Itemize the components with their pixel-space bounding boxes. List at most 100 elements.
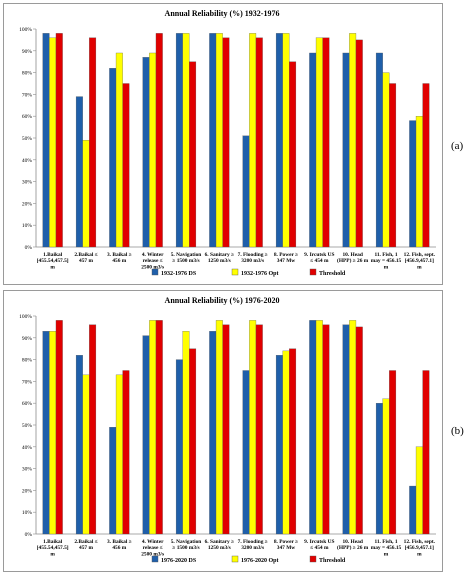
bar-1932-1976-ds-2 (75, 96, 83, 248)
bar-1932-1976-ds-4 (142, 57, 150, 248)
x-tick-label-line: 5. Navigation (171, 252, 202, 258)
panel-label-a: (a) (451, 140, 464, 152)
bar-1976-2020-ds-7 (242, 370, 250, 535)
x-tick-label-line: 347 Mw (277, 258, 296, 264)
chart-title: Annual Reliability (%) 1976-2020 (165, 296, 280, 305)
bar-1976-2020-opt-11 (382, 398, 390, 535)
bar-1976-2020-opt-9 (315, 320, 323, 535)
x-tick-label-line: m (417, 551, 422, 557)
x-tick-label-line: 6. Sanitary ≥ (205, 539, 235, 545)
x-tick-label-line: 1250 m3/s (208, 545, 231, 551)
bar-threshold-7 (255, 324, 263, 535)
y-tick-label: 40% (22, 445, 33, 451)
panel-label-b: (b) (451, 425, 464, 437)
bar-threshold-5 (189, 348, 197, 535)
x-tick-label: 5. Navigation ≥ 1500 m3/s (171, 252, 202, 264)
y-tick-label: 10% (22, 223, 33, 229)
x-tick-label-line: ≥ 1500 m3/s (172, 258, 199, 264)
bar-1932-1976-opt-11 (382, 72, 390, 248)
bar-1976-2020-opt-7 (249, 320, 257, 535)
x-tick-label-line: 5. Navigation (171, 539, 202, 545)
x-tick-label-line: 12. Fish, sept. (404, 252, 436, 258)
legend-swatch-2 (231, 268, 239, 276)
legend-label: 1976-2020 DS (161, 558, 197, 564)
x-tick-label-line: 3. Baikal ≥ (107, 252, 132, 258)
x-tick-label-line: 3200 m3/s (241, 258, 264, 264)
x-tick-label-line: 11. Fish, 1 (374, 252, 397, 258)
bar-1976-2020-ds-8 (275, 355, 283, 535)
x-tick-label-line: 8. Power ≥ (274, 252, 298, 258)
x-tick-label: 2.Baikal ≤457 m (74, 539, 97, 551)
bar-1932-1976-opt-7 (249, 33, 257, 248)
y-tick-label: 70% (22, 92, 33, 98)
y-tick-label: 40% (22, 158, 33, 164)
bar-1976-2020-ds-3 (109, 427, 117, 535)
bar-1976-2020-ds-9 (309, 320, 317, 535)
y-tick-label: 80% (22, 71, 33, 77)
x-tick-label-line: 1.Baikal (43, 539, 63, 545)
bar-threshold-9 (322, 324, 330, 535)
bar-threshold-8 (289, 61, 297, 248)
bar-1932-1976-ds-8 (275, 33, 283, 248)
legend-swatch-1 (151, 268, 159, 276)
x-tick-label-line: 3200 m3/s (241, 545, 264, 551)
y-tick-label: 50% (22, 136, 33, 142)
bar-1976-2020-opt-6 (215, 320, 223, 535)
x-tick-label-line: 7. Flooding ≥ (238, 252, 268, 258)
bar-1932-1976-ds-9 (309, 52, 317, 248)
bar-1976-2020-ds-12 (409, 485, 417, 535)
bar-threshold-5 (189, 61, 197, 248)
bar-1932-1976-opt-9 (315, 37, 323, 248)
bar-1932-1976-opt-2 (82, 140, 90, 248)
x-tick-label-line: 2500 m3/s (141, 264, 164, 270)
y-tick-label: 60% (22, 114, 33, 120)
x-tick-label-line: m (50, 551, 55, 557)
x-tick-label-line: (HPP) ≥ 26 m (337, 544, 369, 551)
y-tick-label: 10% (22, 510, 33, 516)
bar-threshold-11 (389, 83, 397, 248)
bar-threshold-3 (122, 83, 130, 248)
bar-threshold-12 (422, 83, 430, 248)
bar-threshold-2 (89, 37, 97, 248)
y-tick-label: 20% (22, 201, 33, 207)
chart-panel-b: Annual Reliability (%) 1976-2020 0% 10% 20%… (3, 290, 443, 572)
bar-1976-2020-opt-8 (282, 350, 290, 535)
x-tick-label-line: m (384, 551, 389, 557)
bar-1932-1976-ds-5 (175, 33, 183, 248)
bar-threshold-2 (89, 324, 97, 535)
bar-1932-1976-opt-6 (215, 33, 223, 248)
chart-title: Annual Reliability (%) 1932-1976 (165, 9, 280, 18)
x-tick-label: 3. Baikal ≥456 m (107, 539, 132, 551)
bar-1976-2020-ds-5 (175, 359, 183, 535)
x-tick-label: 10. Head (HPP) ≥ 26 m (337, 252, 369, 264)
x-tick-label-line: 1250 m3/s (208, 258, 231, 264)
bar-1932-1976-opt-3 (115, 52, 123, 248)
x-tick-label: 9. Ircutsk US ≤ 454 m (304, 252, 334, 264)
x-tick-label-line: 8. Power ≥ (274, 539, 298, 545)
bar-1976-2020-ds-4 (142, 335, 150, 535)
bar-1932-1976-opt-10 (349, 33, 357, 248)
x-tick-label-line: 4. Winter (142, 252, 164, 258)
bar-1976-2020-opt-1 (49, 331, 57, 535)
bar-threshold-6 (222, 37, 230, 248)
bar-threshold-8 (289, 348, 297, 535)
bar-1976-2020-ds-2 (75, 355, 83, 535)
x-tick-label-line: ≥ 1500 m3/s (172, 545, 199, 551)
x-tick-label-line: (HPP) ≥ 26 m (337, 257, 369, 264)
bar-threshold-12 (422, 370, 430, 535)
bar-1976-2020-ds-6 (209, 331, 217, 535)
x-tick-label-line: may = 456.15 (371, 258, 402, 264)
x-tick-label-line: 456 m (112, 258, 126, 264)
y-tick-label: 100% (19, 27, 32, 33)
bar-1932-1976-opt-1 (49, 37, 57, 248)
x-tick-label: 11. Fish, 1 may = 456.15 m (371, 539, 402, 557)
bar-1932-1976-opt-4 (149, 52, 157, 248)
x-tick-label-line: ≤ 454 m (310, 545, 329, 551)
x-tick-label-line: 6. Sanitary ≥ (205, 252, 235, 258)
legend-label: 1932-1976 DS (161, 271, 197, 277)
bar-1932-1976-ds-1 (42, 33, 50, 248)
y-tick-label: 0% (25, 245, 33, 251)
x-tick-label-line: [455.54,457.5] (37, 545, 69, 551)
x-tick-label-line: 12. Fish, sept. (404, 539, 436, 545)
x-tick-label-line: 347 Mw (277, 545, 296, 551)
